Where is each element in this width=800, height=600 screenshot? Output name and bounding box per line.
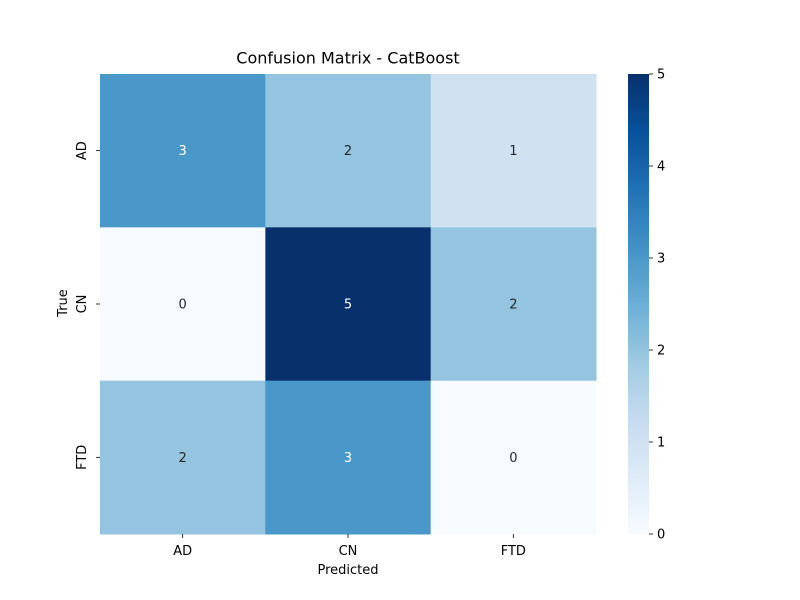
heatmap-cell [265, 227, 432, 382]
cell-value: 5 [344, 298, 352, 313]
colorbar [628, 74, 649, 534]
heatmap-cell [430, 74, 597, 228]
heatmap-cell [430, 380, 597, 535]
heatmap-cell [100, 227, 266, 382]
x-tick-label: CN [339, 544, 358, 559]
chart-title: Confusion Matrix - CatBoost [236, 49, 459, 68]
cell-value: 2 [509, 298, 517, 313]
x-tick-label: FTD [501, 544, 526, 559]
heatmap-cells [100, 74, 597, 535]
cell-value: 3 [179, 144, 187, 159]
y-axis-ticks: AD CN FTD [75, 141, 100, 470]
colorbar-tick-label: 5 [657, 68, 665, 83]
x-axis-label: Predicted [317, 563, 378, 578]
heatmap-cell [430, 227, 597, 382]
y-tick-label: CN [75, 295, 90, 314]
y-tick-label: AD [75, 141, 90, 160]
heatmap-cell [265, 74, 432, 228]
x-tick-label: AD [173, 544, 192, 559]
heatmap-cell [100, 380, 266, 535]
colorbar-tick-label: 4 [657, 160, 665, 175]
heatmap-cell [265, 380, 432, 535]
colorbar-tick-label: 2 [657, 344, 665, 359]
colorbar-tick-label: 0 [657, 528, 665, 543]
colorbar-tick-label: 1 [657, 436, 665, 451]
colorbar-ticks: 0 1 2 3 4 5 [649, 68, 665, 543]
y-axis-label: True [56, 289, 71, 318]
cell-value: 0 [509, 451, 517, 466]
x-axis-ticks: AD CN FTD [173, 534, 526, 559]
cell-value: 0 [179, 298, 187, 313]
cell-value: 2 [179, 451, 187, 466]
colorbar-tick-label: 3 [657, 252, 665, 267]
cell-value: 2 [344, 144, 352, 159]
cell-annotations: 3 2 1 0 5 2 2 3 0 [179, 144, 518, 466]
heatmap-cell [100, 74, 266, 228]
cell-value: 3 [344, 451, 352, 466]
cell-value: 1 [509, 144, 517, 159]
y-tick-label: FTD [75, 445, 90, 470]
